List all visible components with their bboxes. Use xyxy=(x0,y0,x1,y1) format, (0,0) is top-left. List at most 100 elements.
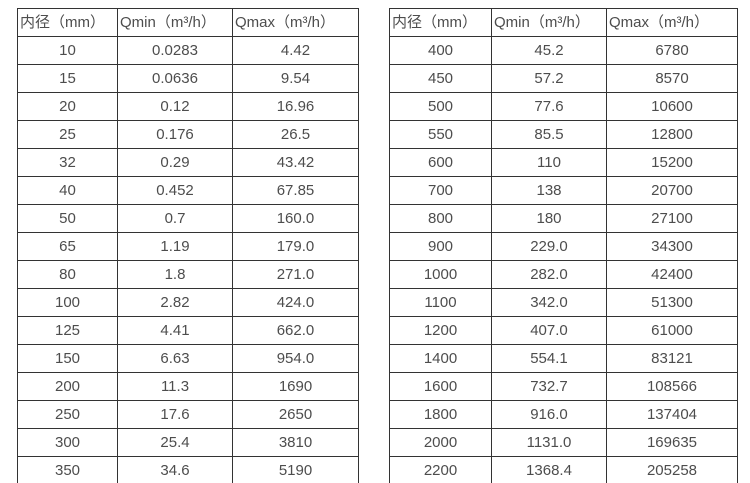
table-cell: 17.6 xyxy=(117,400,233,429)
table-cell: 77.6 xyxy=(491,92,607,121)
table-cell: 662.0 xyxy=(232,316,359,345)
table-cell: 700 xyxy=(389,176,492,205)
table-row: 250 17.6 2650 xyxy=(17,400,359,429)
table-cell: 1800 xyxy=(389,400,492,429)
table-cell: 1100 xyxy=(389,288,492,317)
table-cell: 2000 xyxy=(389,428,492,457)
table-row: 800 180 27100 xyxy=(389,204,738,233)
table-cell: 2650 xyxy=(232,400,359,429)
table-cell: 80 xyxy=(17,260,118,289)
table-row: 2200 1368.4 205258 xyxy=(389,456,738,483)
table-row: 1000 282.0 42400 xyxy=(389,260,738,289)
table-row: 80 1.8 271.0 xyxy=(17,260,359,289)
table-cell: 200 xyxy=(17,372,118,401)
table-row: 150 6.63 954.0 xyxy=(17,344,359,373)
table-row: 20 0.12 16.96 xyxy=(17,92,359,121)
table-cell: 205258 xyxy=(606,456,738,483)
header-row: 内径（mm） Qmin（m³/h） Qmax（m³/h） xyxy=(17,8,359,37)
table-cell: 2.82 xyxy=(117,288,233,317)
column-header: 内径（mm） xyxy=(17,8,118,37)
table-cell: 108566 xyxy=(606,372,738,401)
table-cell: 407.0 xyxy=(491,316,607,345)
table-cell: 51300 xyxy=(606,288,738,317)
table-cell: 1400 xyxy=(389,344,492,373)
table-cell: 11.3 xyxy=(117,372,233,401)
table-cell: 0.0283 xyxy=(117,36,233,65)
table-row: 100 2.82 424.0 xyxy=(17,288,359,317)
table-cell: 169635 xyxy=(606,428,738,457)
table-row: 600 110 15200 xyxy=(389,148,738,177)
table-cell: 1200 xyxy=(389,316,492,345)
table-cell: 40 xyxy=(17,176,118,205)
table-cell: 32 xyxy=(17,148,118,177)
table-row: 10 0.0283 4.42 xyxy=(17,36,359,65)
table-cell: 550 xyxy=(389,120,492,149)
table-row: 1800 916.0 137404 xyxy=(389,400,738,429)
table-cell: 916.0 xyxy=(491,400,607,429)
table-cell: 800 xyxy=(389,204,492,233)
table-row: 50 0.7 160.0 xyxy=(17,204,359,233)
flow-table-large-diameters: 内径（mm） Qmin（m³/h） Qmax（m³/h） 400 45.2 6780 450… xyxy=(389,8,738,483)
header-row: 内径（mm） Qmin（m³/h） Qmax（m³/h） xyxy=(389,8,738,37)
table-row: 1600 732.7 108566 xyxy=(389,372,738,401)
table-cell: 6.63 xyxy=(117,344,233,373)
column-header: 内径（mm） xyxy=(389,8,492,37)
table-cell: 110 xyxy=(491,148,607,177)
table-cell: 450 xyxy=(389,64,492,93)
table-cell: 125 xyxy=(17,316,118,345)
table-cell: 1368.4 xyxy=(491,456,607,483)
table-cell: 20700 xyxy=(606,176,738,205)
table-cell: 342.0 xyxy=(491,288,607,317)
table-cell: 85.5 xyxy=(491,120,607,149)
column-header: Qmax（m³/h） xyxy=(232,8,359,37)
table-cell: 10600 xyxy=(606,92,738,121)
table-cell: 900 xyxy=(389,232,492,261)
table-cell: 160.0 xyxy=(232,204,359,233)
table-cell: 424.0 xyxy=(232,288,359,317)
table-cell: 282.0 xyxy=(491,260,607,289)
table-cell: 1000 xyxy=(389,260,492,289)
table-cell: 67.85 xyxy=(232,176,359,205)
table-cell: 0.176 xyxy=(117,120,233,149)
table-cell: 4.41 xyxy=(117,316,233,345)
table-cell: 15 xyxy=(17,64,118,93)
table-cell: 50 xyxy=(17,204,118,233)
table-cell: 554.1 xyxy=(491,344,607,373)
table-cell: 954.0 xyxy=(232,344,359,373)
table-cell: 43.42 xyxy=(232,148,359,177)
table-row: 15 0.0636 9.54 xyxy=(17,64,359,93)
table-cell: 65 xyxy=(17,232,118,261)
table-row: 40 0.452 67.85 xyxy=(17,176,359,205)
table-row: 700 138 20700 xyxy=(389,176,738,205)
table-cell: 0.12 xyxy=(117,92,233,121)
table-cell: 150 xyxy=(17,344,118,373)
table-cell: 137404 xyxy=(606,400,738,429)
table-cell: 61000 xyxy=(606,316,738,345)
table-row: 1400 554.1 83121 xyxy=(389,344,738,373)
table-cell: 6780 xyxy=(606,36,738,65)
table-cell: 0.452 xyxy=(117,176,233,205)
table-cell: 1600 xyxy=(389,372,492,401)
column-header: Qmin（m³/h） xyxy=(117,8,233,37)
column-header: Qmin（m³/h） xyxy=(491,8,607,37)
table-row: 550 85.5 12800 xyxy=(389,120,738,149)
table-cell: 400 xyxy=(389,36,492,65)
table-row: 300 25.4 3810 xyxy=(17,428,359,457)
table-row: 400 45.2 6780 xyxy=(389,36,738,65)
table-cell: 8570 xyxy=(606,64,738,93)
table-row: 32 0.29 43.42 xyxy=(17,148,359,177)
table-cell: 3810 xyxy=(232,428,359,457)
table-cell: 1.19 xyxy=(117,232,233,261)
table-cell: 27100 xyxy=(606,204,738,233)
table-cell: 1131.0 xyxy=(491,428,607,457)
table-cell: 16.96 xyxy=(232,92,359,121)
table-row: 2000 1131.0 169635 xyxy=(389,428,738,457)
table-cell: 83121 xyxy=(606,344,738,373)
table-cell: 1690 xyxy=(232,372,359,401)
table-cell: 300 xyxy=(17,428,118,457)
table-row: 500 77.6 10600 xyxy=(389,92,738,121)
table-cell: 250 xyxy=(17,400,118,429)
table-cell: 45.2 xyxy=(491,36,607,65)
table-row: 25 0.176 26.5 xyxy=(17,120,359,149)
